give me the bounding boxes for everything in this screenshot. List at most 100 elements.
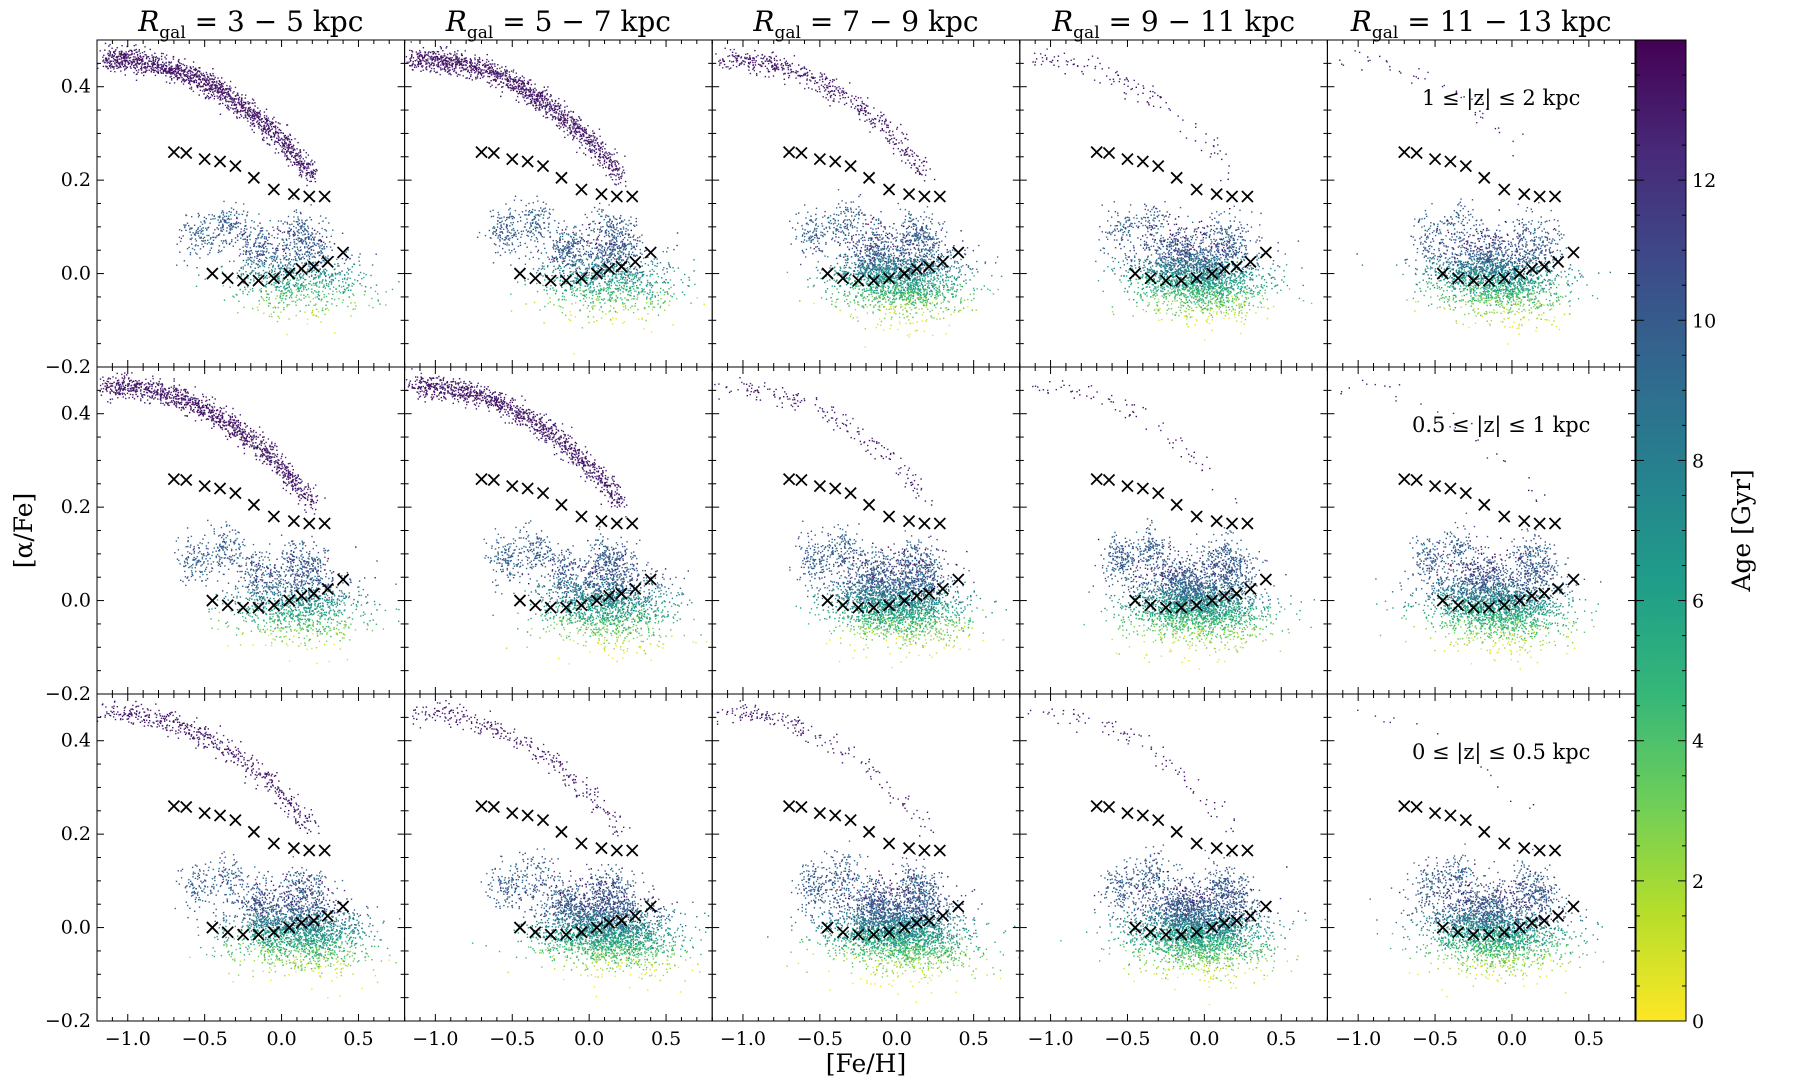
cross-marker bbox=[910, 589, 923, 603]
reference-markers bbox=[782, 472, 965, 614]
cross-marker bbox=[898, 267, 911, 280]
cross-marker bbox=[1444, 809, 1457, 822]
cross-marker bbox=[198, 152, 211, 166]
cross-marker bbox=[952, 246, 965, 259]
axis-labels: [Fe/H] [α/Fe] bbox=[9, 493, 906, 1078]
cross-marker bbox=[1459, 159, 1472, 173]
cross-marker bbox=[1551, 909, 1565, 923]
cross-marker bbox=[1205, 921, 1219, 934]
cross-marker bbox=[536, 813, 550, 827]
y-tick-label: 0.2 bbox=[61, 823, 91, 845]
cross-marker bbox=[198, 806, 211, 820]
cross-marker bbox=[1444, 482, 1457, 495]
cross-marker bbox=[882, 183, 896, 196]
cross-marker bbox=[1170, 171, 1183, 184]
cross-marker bbox=[1567, 573, 1580, 586]
cross-marker bbox=[821, 921, 834, 934]
cross-marker bbox=[513, 267, 527, 280]
cross-marker bbox=[487, 473, 500, 487]
cross-marker bbox=[852, 601, 865, 614]
cross-marker bbox=[252, 601, 265, 614]
cross-marker bbox=[529, 599, 542, 612]
z-range-label: 0.5 ≤ |z| ≤ 1 kpc bbox=[1412, 413, 1590, 438]
cross-marker bbox=[836, 599, 850, 612]
y-tick-label: 0.2 bbox=[61, 496, 91, 518]
cross-marker bbox=[629, 909, 642, 923]
ticks bbox=[1326, 39, 1636, 368]
cross-marker bbox=[318, 844, 331, 857]
ticks bbox=[404, 693, 713, 1022]
cross-marker bbox=[1436, 267, 1449, 280]
cross-marker bbox=[1498, 837, 1511, 850]
reference-markers bbox=[475, 145, 657, 287]
panel-r3-c4: −1.0 −0.5 0.0 0.5 bbox=[1019, 693, 1328, 1050]
cross-marker bbox=[303, 190, 316, 203]
ticks bbox=[1326, 693, 1636, 1022]
cross-marker bbox=[1410, 146, 1423, 160]
cross-marker bbox=[1259, 246, 1273, 259]
cross-marker bbox=[221, 926, 234, 939]
cross-marker bbox=[1533, 844, 1546, 857]
cross-marker bbox=[1428, 806, 1442, 820]
x-tick-label: −0.5 bbox=[1412, 1028, 1458, 1050]
cross-marker bbox=[283, 267, 296, 280]
cross-marker bbox=[844, 813, 857, 827]
cross-marker bbox=[1451, 272, 1465, 285]
cross-marker bbox=[229, 813, 242, 827]
reference-markers bbox=[1090, 472, 1273, 614]
cross-marker bbox=[1436, 594, 1449, 607]
cross-marker bbox=[644, 246, 657, 259]
x-tick-label: −1.0 bbox=[412, 1028, 458, 1050]
cross-marker bbox=[475, 145, 488, 159]
x-tick-label: −1.0 bbox=[105, 1028, 151, 1050]
panel-r3-c5: −1.0 −0.5 0.0 0.5 0 ≤ |z| ≤ 0.5 kpc bbox=[1326, 693, 1636, 1050]
cross-marker bbox=[882, 837, 896, 850]
cross-marker bbox=[1136, 809, 1149, 822]
cross-marker bbox=[236, 274, 250, 287]
cross-marker bbox=[813, 806, 826, 820]
cross-marker bbox=[1230, 587, 1243, 600]
cross-marker bbox=[513, 594, 527, 607]
cross-marker bbox=[575, 183, 588, 196]
cross-marker bbox=[1410, 473, 1423, 487]
cross-marker bbox=[1482, 274, 1496, 287]
cross-marker bbox=[933, 190, 946, 203]
cross-marker bbox=[475, 799, 488, 813]
scatter-points bbox=[97, 700, 405, 999]
cross-marker bbox=[1241, 517, 1254, 530]
x-tick-label: −0.5 bbox=[1104, 1028, 1150, 1050]
cross-marker bbox=[1551, 255, 1565, 269]
x-tick-label: 0.0 bbox=[882, 1028, 912, 1050]
cross-marker bbox=[595, 188, 608, 201]
cross-marker bbox=[867, 928, 880, 941]
cross-marker bbox=[1513, 267, 1526, 280]
reference-markers bbox=[1090, 145, 1273, 287]
cross-marker bbox=[615, 260, 628, 273]
cross-marker bbox=[267, 183, 281, 196]
cross-marker bbox=[1482, 601, 1496, 614]
cross-marker bbox=[1230, 914, 1243, 927]
cross-marker bbox=[283, 921, 296, 934]
cross-marker bbox=[610, 517, 623, 530]
cross-marker bbox=[1444, 155, 1457, 168]
cross-marker bbox=[1218, 262, 1231, 276]
cross-marker bbox=[513, 921, 527, 934]
scatter-points bbox=[1357, 709, 1605, 998]
colorbar-tick-label: 10 bbox=[1692, 310, 1716, 332]
cross-marker bbox=[1210, 515, 1223, 528]
cross-marker bbox=[1498, 272, 1511, 285]
cross-marker bbox=[287, 515, 301, 528]
y-tick-label: 0.0 bbox=[61, 590, 91, 612]
cross-marker bbox=[1102, 800, 1116, 814]
panel-r2-c5: 0.5 ≤ |z| ≤ 1 kpc bbox=[1326, 366, 1636, 695]
cross-marker bbox=[902, 515, 916, 528]
cross-marker bbox=[795, 800, 808, 814]
panel-r3-c3: −1.0 −0.5 0.0 0.5 bbox=[711, 693, 1021, 1050]
cross-marker bbox=[544, 601, 557, 614]
cross-marker bbox=[521, 155, 534, 168]
cross-marker bbox=[180, 146, 193, 160]
ticks bbox=[96, 693, 406, 1022]
scatter-points bbox=[97, 42, 400, 336]
cross-marker bbox=[1259, 900, 1273, 913]
cross-marker bbox=[529, 272, 542, 285]
